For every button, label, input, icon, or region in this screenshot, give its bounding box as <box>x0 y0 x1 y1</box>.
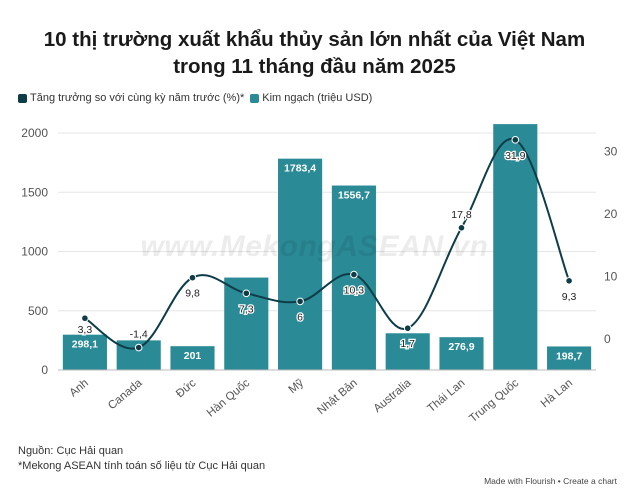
line-value-label: 31,9 <box>505 150 526 162</box>
chart-title-line-2: trong 11 tháng đầu năm 2025 <box>173 55 456 78</box>
line-point <box>565 277 573 285</box>
line-value-label: -1,4 <box>130 329 148 341</box>
line-point <box>457 224 466 232</box>
category-label: Anh <box>67 377 90 399</box>
left-axis-tick-label: 500 <box>28 304 48 318</box>
line-point <box>81 314 89 323</box>
chart-title: 10 thị trường xuất khẩu thủy sản lớn nhấ… <box>0 26 629 80</box>
line-value-label: 9,8 <box>185 288 200 300</box>
line-point <box>242 289 251 298</box>
right-axis-tick-label: 10 <box>604 269 618 283</box>
bar-value-label: 1783,4 <box>284 163 316 175</box>
left-axis-tick-label: 1500 <box>21 185 48 199</box>
source-note: Nguồn: Cục Hải quan *Mekong ASEAN tính t… <box>18 444 265 474</box>
bar <box>385 333 430 370</box>
line-value-label: 6 <box>297 311 303 323</box>
category-label: Mỹ <box>287 377 307 396</box>
combo-chart: 0 500 1000 1500 2000 0 10 20 30 298,1 201 1783,4 155… <box>21 124 618 425</box>
category-label: Trung Quốc <box>467 377 521 425</box>
bar <box>439 337 484 370</box>
legend-swatch-value <box>250 93 260 103</box>
bar <box>62 334 107 370</box>
bar-value-label: 1556,7 <box>338 190 370 202</box>
line-point <box>188 273 197 282</box>
line-point <box>511 136 520 144</box>
category-label: Nhật Bản <box>315 377 359 417</box>
line-value-label: 1,7 <box>400 338 415 350</box>
category-label: Hàn Quốc <box>205 377 253 420</box>
legend-label-growth: Tăng trưởng so với cùng kỳ năm trước (%)… <box>30 92 245 104</box>
legend-item-growth[interactable]: Tăng trưởng so với cùng kỳ năm trước (%)… <box>18 92 244 104</box>
line-value-label: 17,8 <box>451 209 472 221</box>
left-axis-tick-label: 1000 <box>21 245 48 259</box>
bar <box>547 346 592 370</box>
legend-label-value: Kim ngạch (triệu USD) <box>262 92 373 104</box>
line-value-label: 10,3 <box>344 285 365 297</box>
source-line-2: *Mekong ASEAN tính toán số liệu từ Cục H… <box>18 460 266 472</box>
category-label: Đức <box>174 377 199 400</box>
bar-value-label: 198,7 <box>556 350 582 362</box>
bar-value-label: 201 <box>184 350 202 362</box>
category-label: Thái Lan <box>425 377 467 415</box>
left-axis-tick-label: 0 <box>41 363 48 377</box>
bar <box>278 158 323 370</box>
line-value-label: 9,3 <box>562 291 577 303</box>
line-point <box>296 297 304 306</box>
flourish-footer[interactable]: Made with Flourish • Create a chart <box>484 476 617 486</box>
bar <box>493 124 538 370</box>
chart-title-line-1: 10 thị trường xuất khẩu thủy sản lớn nhấ… <box>43 28 586 51</box>
bar-value-label: 276,9 <box>448 341 474 353</box>
source-line-1: Nguồn: Cục Hải quan <box>18 445 124 457</box>
line-value-label: 3,3 <box>78 324 93 336</box>
legend-swatch-growth <box>18 93 27 103</box>
bar <box>170 346 215 370</box>
bar-value-label: 298,1 <box>72 339 98 351</box>
line-point <box>403 324 412 333</box>
line-point <box>350 270 358 279</box>
line-value-label: 7,3 <box>239 303 254 315</box>
category-label: Canada <box>106 377 145 412</box>
legend: Tăng trưởng so với cùng kỳ năm trước (%)… <box>18 92 378 104</box>
left-axis-tick-label: 2000 <box>21 126 48 140</box>
line-point <box>134 343 143 352</box>
category-label: Australia <box>372 377 414 415</box>
legend-item-value[interactable]: Kim ngạch (triệu USD) <box>250 92 372 104</box>
right-axis-tick-label: 20 <box>604 207 618 221</box>
category-label: Hà Lan <box>539 377 575 410</box>
right-axis-tick-label: 0 <box>604 332 611 346</box>
right-axis-tick-label: 30 <box>604 145 618 159</box>
